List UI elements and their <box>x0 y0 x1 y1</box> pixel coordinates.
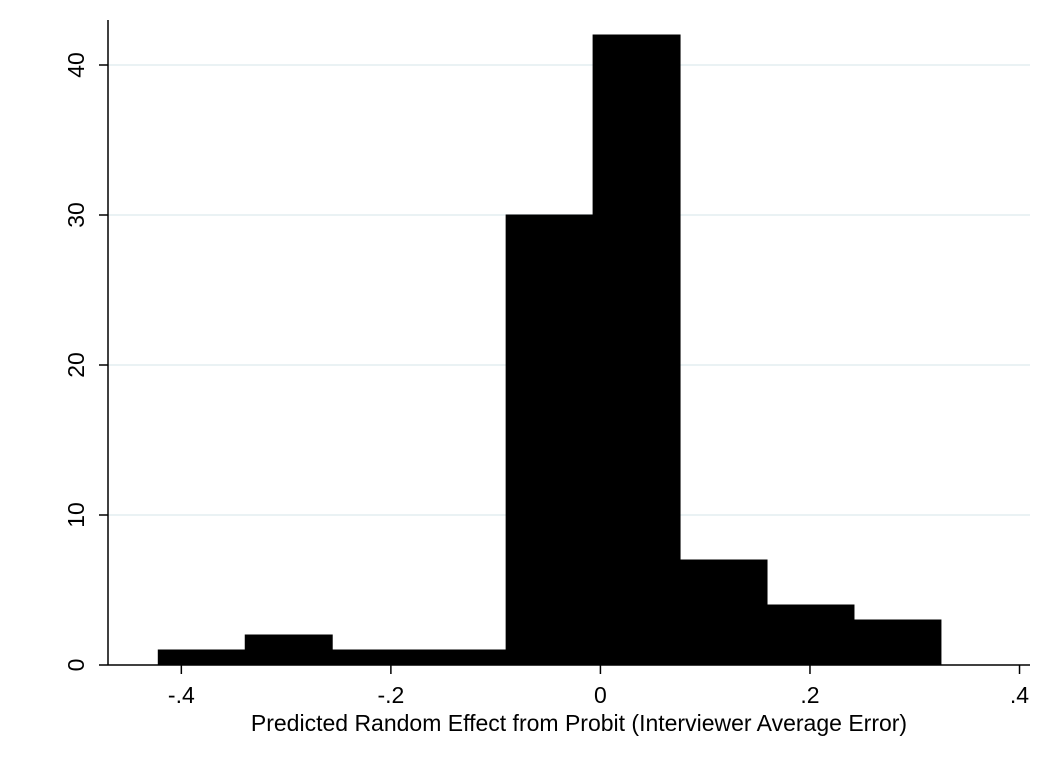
histogram-bar <box>679 559 768 666</box>
x-axis-ticks: -.4 -.2 0 .2 .4 <box>168 665 1029 708</box>
x-axis-title: Predicted Random Effect from Probit (Int… <box>251 710 907 736</box>
x-tick-label: .2 <box>800 682 819 708</box>
histogram-bar <box>331 649 420 666</box>
y-axis-ticks: 0 10 20 30 40 <box>63 52 108 671</box>
histogram-bar <box>853 619 942 666</box>
y-tick-label: 10 <box>63 502 89 528</box>
y-tick-label: 30 <box>63 202 89 228</box>
histogram-bar <box>418 649 507 666</box>
x-tick-label: -.4 <box>168 682 195 708</box>
x-tick-label: -.2 <box>377 682 404 708</box>
histogram-bar <box>505 214 594 666</box>
axes <box>107 20 1030 666</box>
histogram-bar <box>244 634 333 666</box>
histogram-bar <box>157 649 246 666</box>
histogram-bar <box>766 604 855 666</box>
y-tick-label: 0 <box>63 659 89 672</box>
y-tick-label: 20 <box>63 352 89 378</box>
x-tick-label: 0 <box>594 682 607 708</box>
histogram-bar <box>592 34 681 666</box>
bars <box>157 34 942 666</box>
y-tick-label: 40 <box>63 52 89 78</box>
x-tick-label: .4 <box>1010 682 1029 708</box>
